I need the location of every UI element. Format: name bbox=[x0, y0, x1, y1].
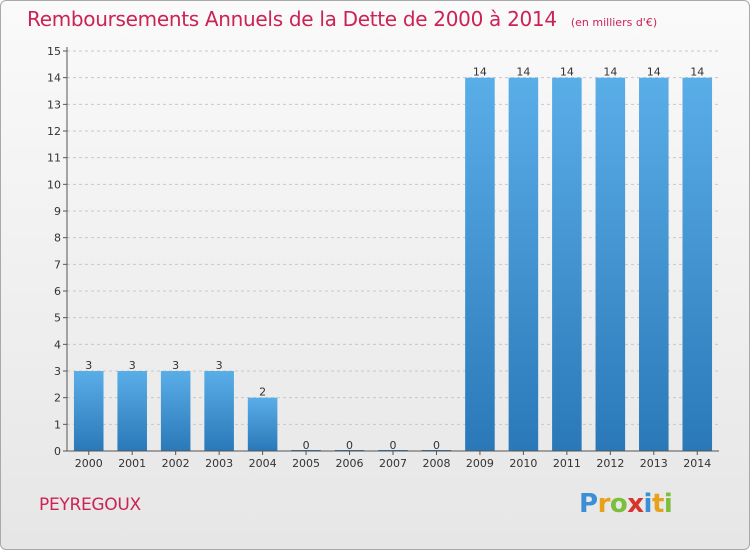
x-tick-label: 2000 bbox=[75, 457, 103, 470]
x-tick-label: 2011 bbox=[553, 457, 581, 470]
x-tick-label: 2001 bbox=[118, 457, 146, 470]
logo-letter: i bbox=[663, 489, 673, 519]
y-tick-label: 13 bbox=[47, 98, 61, 111]
data-label: 3 bbox=[85, 359, 92, 372]
y-tick-label: 2 bbox=[54, 392, 61, 405]
x-tick-label: 2008 bbox=[422, 457, 450, 470]
data-label: 14 bbox=[516, 66, 530, 79]
y-tick-label: 8 bbox=[54, 232, 61, 245]
proxiti-logo: Proxiti bbox=[579, 489, 673, 519]
x-tick-label: 2005 bbox=[292, 457, 320, 470]
x-tick-label: 2004 bbox=[249, 457, 277, 470]
data-label: 0 bbox=[433, 439, 440, 452]
x-tick-label: 2003 bbox=[205, 457, 233, 470]
bar bbox=[508, 77, 539, 452]
bar bbox=[639, 77, 669, 452]
data-label: 0 bbox=[390, 439, 397, 452]
data-label: 14 bbox=[690, 66, 704, 79]
y-tick-label: 6 bbox=[54, 285, 61, 298]
y-tick-label: 3 bbox=[54, 365, 61, 378]
y-tick-label: 9 bbox=[54, 205, 61, 218]
x-tick-label: 2009 bbox=[466, 457, 494, 470]
x-tick-label: 2002 bbox=[162, 457, 190, 470]
chart-unit-label: (en milliers d'€) bbox=[570, 16, 658, 29]
data-label: 0 bbox=[346, 439, 353, 452]
chart-title-text: Remboursements Annuels de la Dette de 20… bbox=[27, 7, 557, 31]
logo-letter: o bbox=[609, 489, 628, 519]
bar bbox=[465, 77, 495, 452]
commune-name: PEYREGOUX bbox=[39, 495, 141, 515]
data-label: 14 bbox=[560, 66, 574, 79]
y-tick-label: 5 bbox=[54, 312, 61, 325]
data-label: 14 bbox=[603, 66, 617, 79]
data-labels: 3 3 3 3 2 0 0 0 0 14 14 14 14 14 14 bbox=[85, 66, 704, 452]
bar bbox=[595, 77, 626, 452]
data-label: 14 bbox=[473, 66, 487, 79]
x-tick-label: 2013 bbox=[640, 457, 668, 470]
y-tick-label: 10 bbox=[47, 178, 61, 191]
data-label: 3 bbox=[216, 359, 223, 372]
bar bbox=[204, 371, 234, 451]
x-tick-label: 2007 bbox=[379, 457, 407, 470]
y-tick-label: 4 bbox=[54, 338, 61, 351]
x-tick-label: 2010 bbox=[509, 457, 537, 470]
bar bbox=[160, 371, 191, 451]
logo-letter: x bbox=[627, 489, 644, 519]
data-label: 2 bbox=[259, 386, 266, 399]
bar bbox=[73, 371, 104, 451]
y-tick-label: 15 bbox=[47, 45, 61, 58]
y-tick-label: 0 bbox=[54, 445, 61, 458]
bar bbox=[117, 371, 147, 451]
y-tick-label: 1 bbox=[54, 418, 61, 431]
y-tick-label: 14 bbox=[47, 72, 61, 85]
x-tick-label: 2006 bbox=[336, 457, 364, 470]
bar bbox=[247, 397, 278, 451]
logo-letter: r bbox=[597, 489, 611, 519]
chart-title: Remboursements Annuels de la Dette de 20… bbox=[27, 7, 657, 31]
data-label: 3 bbox=[172, 359, 179, 372]
x-tick-label: 2012 bbox=[596, 457, 624, 470]
y-tick-label: 12 bbox=[47, 125, 61, 138]
logo-letter: t bbox=[651, 489, 664, 519]
x-tick-label: 2014 bbox=[683, 457, 711, 470]
logo-letter: i bbox=[643, 489, 653, 519]
bars bbox=[73, 77, 713, 452]
data-label: 14 bbox=[647, 66, 661, 79]
logo-letter: P bbox=[579, 489, 598, 519]
y-tick-label: 7 bbox=[54, 258, 61, 271]
data-label: 0 bbox=[303, 439, 310, 452]
y-tick-label: 11 bbox=[47, 152, 61, 165]
data-label: 3 bbox=[129, 359, 136, 372]
bar bbox=[552, 77, 582, 452]
bar bbox=[682, 77, 713, 452]
